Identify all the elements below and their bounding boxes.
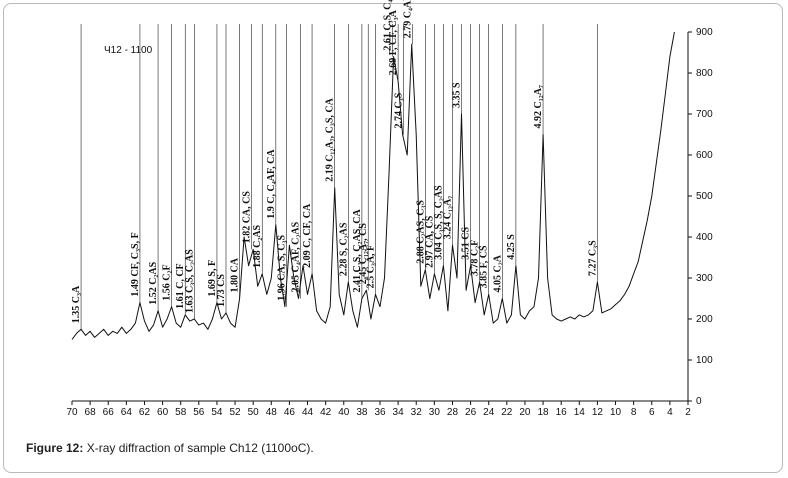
y-tick-label: 600 <box>696 150 713 161</box>
peak-label: 3.35 S <box>452 82 463 108</box>
x-tick-label: 28 <box>447 407 459 418</box>
y-tick-label: 400 <box>696 232 713 243</box>
peak-label: 1.69 S, F <box>207 260 218 297</box>
x-tick-label: 4 <box>667 407 673 418</box>
peak-label: 2.45 C₁₂A₇, CS <box>358 223 369 285</box>
x-tick-label: 46 <box>284 407 296 418</box>
x-tick-label: 62 <box>139 407 151 418</box>
peak-label: 3.78 C₂F <box>470 240 481 276</box>
peak-label: 2.19 C₁₂A₇, C₃S, CA <box>325 97 336 181</box>
peak-label: 2.28 S, C₂AS <box>338 222 349 276</box>
peak-label: 2.05 C₄AF, C₂AS <box>290 221 301 292</box>
x-tick-label: 48 <box>266 407 278 418</box>
caption: Figure 12: X-ray diffraction of sample C… <box>26 441 314 455</box>
x-tick-label: 52 <box>229 407 241 418</box>
peak-label: 1.61 C, CF <box>175 263 186 309</box>
peak-label: 2.61 C₃S, C₄AF <box>383 0 394 51</box>
peak-label: 7.27 C₃S <box>587 240 598 276</box>
x-tick-label: 26 <box>465 407 477 418</box>
y-tick-label: 300 <box>696 273 713 284</box>
xrd-trace <box>71 31 675 340</box>
peak-label: 2.69 F, CF, C₃A <box>388 9 399 75</box>
x-tick-label: 36 <box>374 407 386 418</box>
peak-label: 4.92 C₁₂A₇ <box>533 85 544 128</box>
peak-label: 1.82 CA, CS <box>241 191 252 244</box>
x-tick-label: 22 <box>501 407 513 418</box>
y-tick-label: 700 <box>696 109 713 120</box>
y-tick-label: 500 <box>696 191 713 202</box>
peak-label: 2.41 C₃S, C₂AS, CA <box>352 208 363 292</box>
x-tick-label: 20 <box>519 407 531 418</box>
peak-label: 1.80 CA <box>230 257 241 292</box>
x-tick-label: 50 <box>248 407 260 418</box>
x-tick-label: 6 <box>649 407 655 418</box>
peak-label: 2.97 CA, CS <box>424 215 435 268</box>
x-tick-label: 12 <box>592 407 604 418</box>
peak-label: 1.63 C₃S, C₂AS <box>184 249 195 313</box>
peak-label: 4.05 C₂A <box>492 254 503 292</box>
peak-label: 1.35 C₃A <box>71 285 82 323</box>
peak-label: 3.24 C₁₂A₇ <box>442 196 453 239</box>
peak-label: 1.73 CS <box>216 274 227 307</box>
peak-label: 1.96 CA, S, C₃S <box>277 234 288 300</box>
x-tick-label: 16 <box>556 407 568 418</box>
x-tick-label: 2 <box>685 407 691 418</box>
peak-label: 3.85 F, CS <box>479 245 490 288</box>
peak-label: 1.88 C₂AS <box>252 224 263 267</box>
peak-label: 2.74 C₃S <box>394 92 405 128</box>
x-tick-label: 30 <box>429 407 441 418</box>
peak-label: 2.09 C, CF, CA <box>302 203 313 268</box>
peak-label: 2.88 C₂AS, C₃S <box>415 200 426 264</box>
x-tick-label: 34 <box>393 407 405 418</box>
x-tick-label: 70 <box>66 407 78 418</box>
x-tick-label: 40 <box>338 407 350 418</box>
x-tick-label: 64 <box>121 407 133 418</box>
peak-label: 3.04 C₃S, S, C₂AS <box>433 185 444 260</box>
peak-label: 2.5 C₃A, F <box>365 245 376 289</box>
x-tick-label: 32 <box>411 407 423 418</box>
y-tick-label: 100 <box>696 355 713 366</box>
x-tick-label: 42 <box>320 407 332 418</box>
peak-label: 1.52 C₂AS <box>148 261 159 304</box>
y-tick-label: 0 <box>696 396 702 407</box>
peak-label: 1.9 C, C₄AF, CA <box>266 149 277 219</box>
x-tick-label: 54 <box>211 407 223 418</box>
x-tick-label: 18 <box>537 407 549 418</box>
x-tick-label: 68 <box>85 407 97 418</box>
x-tick-label: 56 <box>193 407 205 418</box>
plot-area <box>66 22 690 404</box>
peak-label: 4.25 S <box>506 234 517 260</box>
x-tick-label: 60 <box>157 407 169 418</box>
x-tick-label: 38 <box>356 407 368 418</box>
y-tick-label: 900 <box>696 27 713 38</box>
x-tick-label: 58 <box>175 407 187 418</box>
y-tick-label: 800 <box>696 68 713 79</box>
x-tick-label: 8 <box>631 407 637 418</box>
x-tick-label: 14 <box>574 407 586 418</box>
y-tick-label: 200 <box>696 314 713 325</box>
sample-label: Ч12 - 1100 <box>104 45 153 56</box>
peak-label: 1.49 CF, C₃S, F <box>130 232 141 296</box>
peak-label: 2.79 C₄AF, C₂F, C₃S, CS <box>403 0 414 38</box>
caption-label: Figure 12: <box>26 441 84 455</box>
x-tick-label: 24 <box>483 407 495 418</box>
caption-text: X-ray diffraction of sample Ch12 (1100oC… <box>86 441 314 455</box>
x-tick-label: 10 <box>610 407 622 418</box>
peak-label: 3.51 CS <box>461 226 472 259</box>
x-tick-label: 44 <box>302 407 314 418</box>
x-tick-label: 66 <box>103 407 115 418</box>
peak-label: 1.56 C₂F <box>162 264 173 300</box>
